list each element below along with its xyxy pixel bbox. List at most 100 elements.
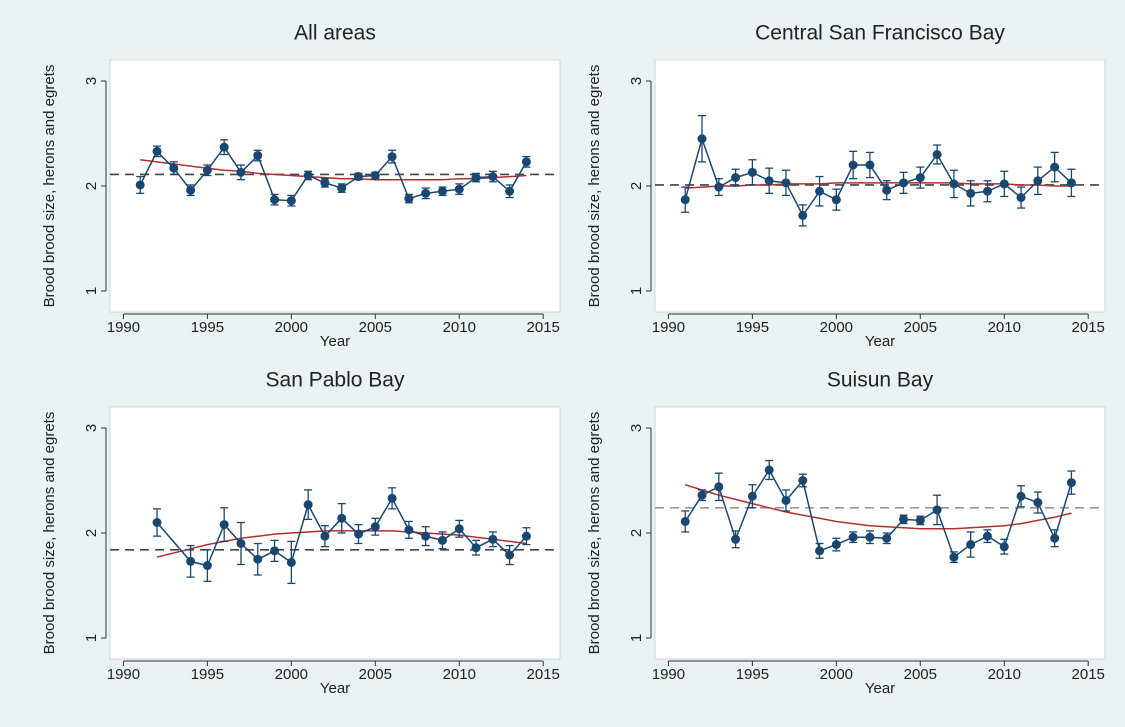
- y-tick-label: 1: [628, 634, 645, 642]
- data-point: [505, 186, 515, 196]
- data-point: [1033, 176, 1043, 186]
- data-point: [932, 505, 942, 515]
- data-point: [831, 540, 841, 550]
- x-tick-label: 2015: [527, 666, 560, 683]
- data-point: [437, 186, 447, 196]
- data-point: [286, 557, 296, 567]
- data-point: [731, 173, 741, 183]
- y-tick-label: 3: [628, 77, 645, 85]
- data-point: [899, 514, 909, 524]
- y-axis-label: Brood brood size, herons and egrets: [586, 412, 603, 655]
- data-point: [1050, 162, 1060, 172]
- data-point: [320, 178, 330, 188]
- x-tick-label: 1990: [107, 666, 140, 683]
- x-tick-label: 2000: [275, 666, 308, 683]
- x-tick-label: 1995: [736, 666, 769, 683]
- y-tick-label: 1: [83, 634, 100, 642]
- x-tick-label: 2010: [443, 319, 476, 336]
- data-point: [882, 533, 892, 543]
- data-point: [1050, 533, 1060, 543]
- data-point: [270, 195, 280, 205]
- data-point: [152, 518, 162, 527]
- data-point: [899, 178, 909, 188]
- y-axis-label: Brood brood size, herons and egrets: [586, 65, 603, 308]
- x-axis-label: Year: [865, 333, 895, 350]
- y-axis-label: Brood brood size, herons and egrets: [41, 65, 58, 308]
- data-point: [219, 520, 229, 530]
- data-point: [370, 171, 380, 180]
- data-point: [1066, 178, 1076, 188]
- data-point: [488, 534, 498, 544]
- x-tick-label: 2000: [820, 319, 853, 336]
- data-point: [169, 163, 179, 173]
- data-point: [253, 151, 263, 161]
- data-point: [865, 160, 875, 170]
- data-point: [471, 173, 481, 183]
- x-tick-label: 1995: [191, 319, 224, 336]
- x-tick-label: 2005: [359, 319, 392, 336]
- y-tick-label: 3: [83, 77, 100, 85]
- data-point: [454, 524, 464, 534]
- data-point: [236, 167, 246, 177]
- data-point: [1033, 498, 1043, 508]
- data-point: [202, 165, 212, 175]
- data-point: [982, 186, 992, 196]
- data-point: [286, 196, 296, 206]
- data-point: [186, 556, 196, 566]
- data-point: [253, 554, 263, 564]
- x-tick-label: 2015: [1072, 666, 1105, 683]
- data-point: [915, 515, 925, 525]
- data-point: [454, 184, 464, 194]
- data-point: [135, 180, 145, 190]
- data-point: [421, 188, 431, 198]
- x-tick-label: 2005: [904, 666, 937, 683]
- chart-title: Suisun Bay: [827, 369, 934, 392]
- data-point: [882, 185, 892, 195]
- x-tick-label: 2015: [1072, 319, 1105, 336]
- data-point: [680, 195, 690, 205]
- data-point: [764, 176, 774, 186]
- plot-area: [654, 406, 1106, 660]
- x-tick-label: 2000: [820, 666, 853, 683]
- x-tick-label: 1990: [652, 319, 685, 336]
- data-point: [404, 194, 414, 204]
- data-point: [471, 543, 481, 553]
- data-point: [521, 157, 531, 167]
- data-point: [186, 185, 196, 195]
- data-point: [337, 513, 347, 523]
- data-point: [152, 146, 162, 156]
- data-point: [437, 535, 447, 545]
- y-tick-label: 3: [628, 424, 645, 432]
- trend-line: [156, 530, 527, 558]
- data-point: [932, 150, 942, 159]
- data-point: [421, 531, 431, 541]
- data-point: [831, 195, 841, 205]
- data-point: [915, 173, 925, 183]
- x-tick-label: 2010: [988, 666, 1021, 683]
- data-point: [337, 183, 347, 193]
- data-point: [848, 160, 858, 170]
- data-point: [387, 152, 397, 162]
- data-point: [219, 142, 229, 152]
- x-tick-label: 1995: [191, 666, 224, 683]
- data-point: [999, 542, 1009, 552]
- data-point: [680, 516, 690, 526]
- y-tick-label: 1: [628, 287, 645, 295]
- data-point: [1066, 478, 1076, 488]
- chart-title: San Pablo Bay: [266, 369, 405, 392]
- data-point: [270, 546, 280, 556]
- data-point: [781, 178, 791, 188]
- data-point: [999, 179, 1009, 189]
- data-point: [488, 172, 498, 182]
- data-point: [697, 134, 707, 144]
- data-point: [949, 179, 959, 189]
- x-tick-label: 2005: [359, 666, 392, 683]
- data-point: [731, 534, 741, 544]
- data-point: [747, 167, 757, 177]
- series-line: [156, 496, 527, 567]
- chart-title: Central San Francisco Bay: [755, 22, 1005, 45]
- data-point: [1016, 491, 1026, 501]
- data-point: [202, 561, 212, 571]
- data-point: [798, 210, 808, 220]
